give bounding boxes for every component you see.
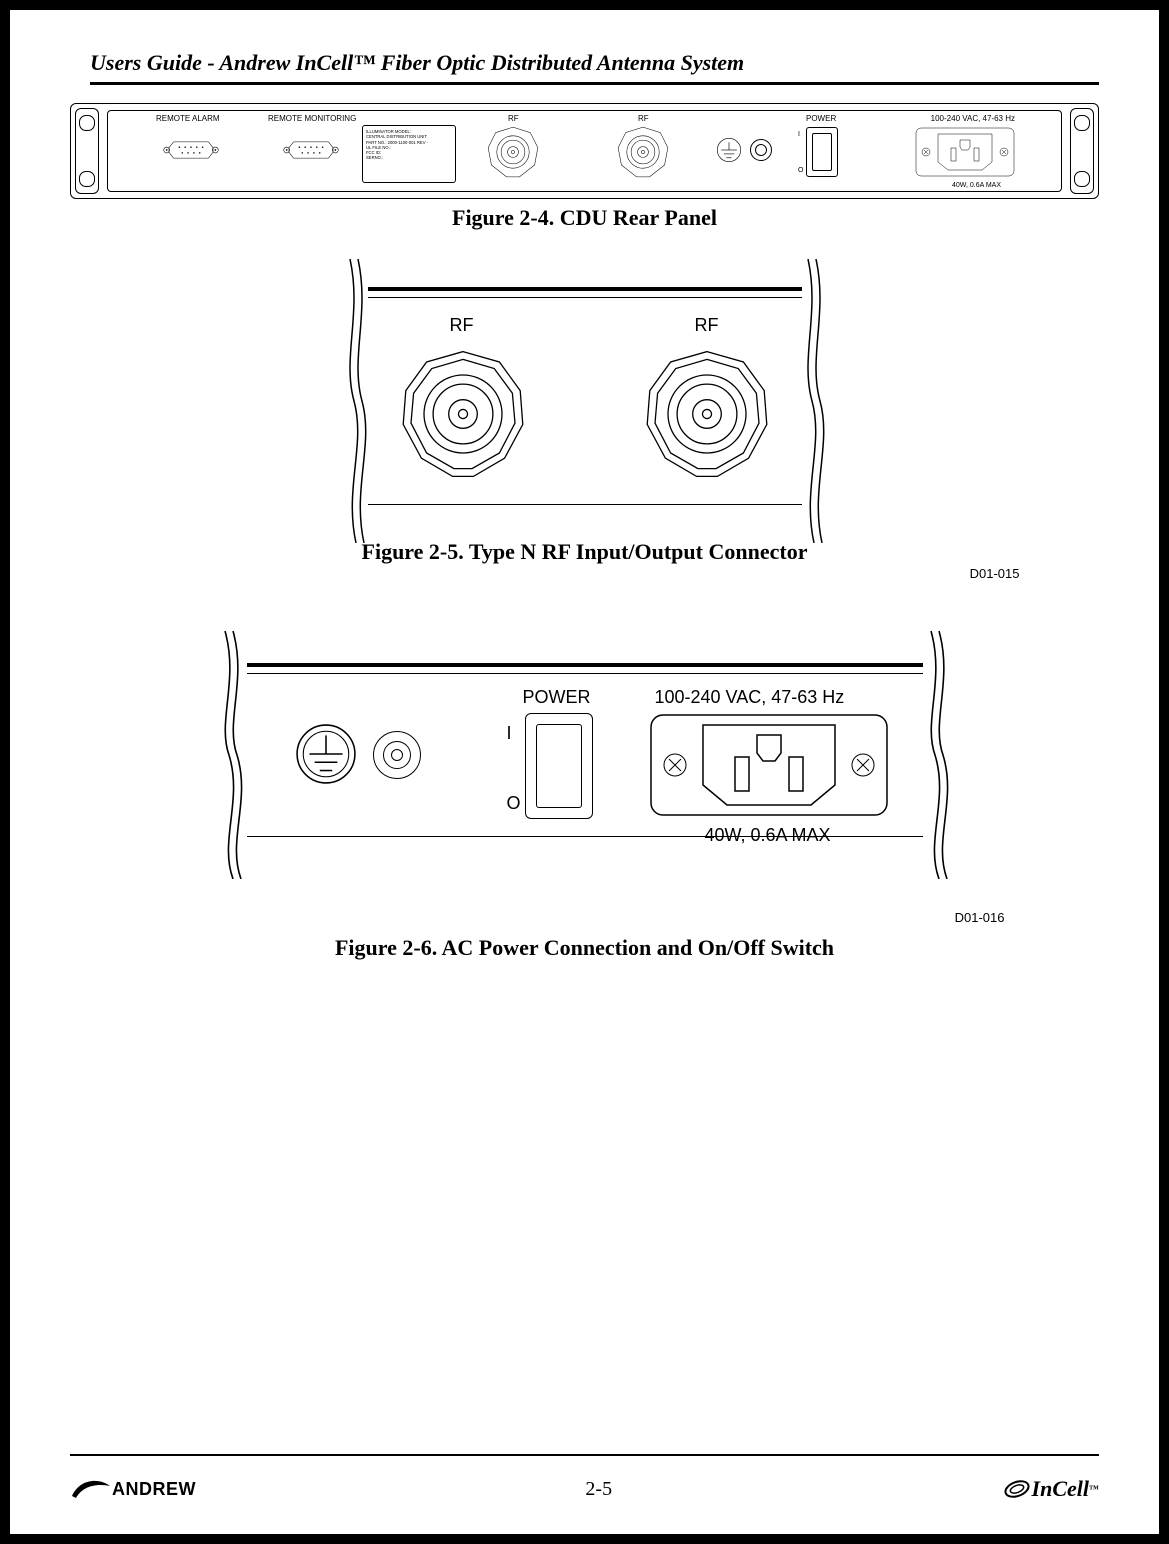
figure-2-5-caption: Figure 2-5. Type N RF Input/Output Conne… <box>70 539 1099 565</box>
rack-ear-right <box>1070 108 1094 194</box>
vac-label: 100-240 VAC, 47-63 Hz <box>931 114 1015 123</box>
figure-2-4-caption: Figure 2-4. CDU Rear Panel <box>70 205 1099 231</box>
break-mark-left-icon <box>217 631 247 879</box>
type-n-connector-icon <box>486 125 540 179</box>
type-n-connector-icon <box>616 125 670 179</box>
title-rule <box>90 82 1099 85</box>
footer-rule <box>70 1454 1099 1456</box>
remote-alarm-label: REMOTE ALARM <box>156 114 220 123</box>
rf-label: RF <box>638 114 649 123</box>
power-switch-i-label: I <box>798 131 800 138</box>
figure-2-6: POWER I O 100-240 VAC, 47-63 Hz 40W, 0.6… <box>225 645 945 865</box>
ground-icon <box>716 137 742 163</box>
drawing-code: D01-016 <box>955 910 1005 925</box>
type-n-connector-icon <box>398 349 528 479</box>
figure-top-rule <box>366 287 804 291</box>
break-mark-right-icon <box>802 259 826 543</box>
andrew-swoosh-icon <box>70 1476 112 1502</box>
trademark-symbol: ™ <box>1089 1484 1099 1495</box>
nameplate-line: SERNO.: <box>366 155 452 160</box>
break-mark-right-icon <box>923 631 953 879</box>
power-switch-o-label: O <box>798 167 803 174</box>
rack-face: REMOTE ALARM REMOTE MONITORING <box>107 110 1062 192</box>
break-mark-left-icon <box>344 259 368 543</box>
power-label: POWER <box>806 114 836 123</box>
document-title: Users Guide - Andrew InCell™ Fiber Optic… <box>90 50 1099 76</box>
remote-monitoring-label: REMOTE MONITORING <box>268 114 356 123</box>
incell-swirl-icon <box>1002 1474 1032 1504</box>
iec-inlet-icon <box>649 713 889 817</box>
rf-label: RF <box>508 114 519 123</box>
power-switch-i-label: I <box>507 723 512 744</box>
iec-inlet-icon <box>915 127 1015 177</box>
page-number: 2-5 <box>585 1478 612 1501</box>
rf-label: RF <box>695 315 719 336</box>
ground-icon <box>295 723 357 785</box>
rack-ear-left <box>75 108 99 194</box>
andrew-logo: ANDREW <box>70 1476 196 1502</box>
nameplate: ILLUMINATOR MODEL: CENTRAL DISTRIBUTION … <box>362 125 456 183</box>
figure-top-rule <box>247 663 923 667</box>
rf-label: RF <box>450 315 474 336</box>
incell-logo-text: InCell <box>1032 1476 1089 1502</box>
figure-2-5: RF RF D01-015 <box>350 271 820 531</box>
watt-label: 40W, 0.6A MAX <box>705 825 831 846</box>
figure-2-6-caption: Figure 2-6. AC Power Connection and On/O… <box>70 935 1099 961</box>
drawing-code: D01-015 <box>970 566 1020 581</box>
db9-remote-alarm-icon <box>162 137 220 163</box>
andrew-logo-text: ANDREW <box>112 1479 196 1500</box>
db9-remote-monitoring-icon <box>282 137 340 163</box>
type-n-connector-icon <box>642 349 772 479</box>
vac-label: 100-240 VAC, 47-63 Hz <box>655 687 845 708</box>
power-switch-icon <box>806 127 838 177</box>
ground-stud-icon <box>750 139 772 161</box>
power-label: POWER <box>523 687 591 708</box>
incell-logo: InCell ™ <box>1002 1474 1099 1504</box>
watt-label: 40W, 0.6A MAX <box>952 182 1001 189</box>
power-switch-icon <box>525 713 593 819</box>
power-switch-o-label: O <box>507 793 521 814</box>
cdu-rear-panel: REMOTE ALARM REMOTE MONITORING <box>70 103 1099 199</box>
page-footer: ANDREW 2-5 InCell ™ <box>70 1454 1099 1504</box>
ground-stud-icon <box>373 731 421 779</box>
